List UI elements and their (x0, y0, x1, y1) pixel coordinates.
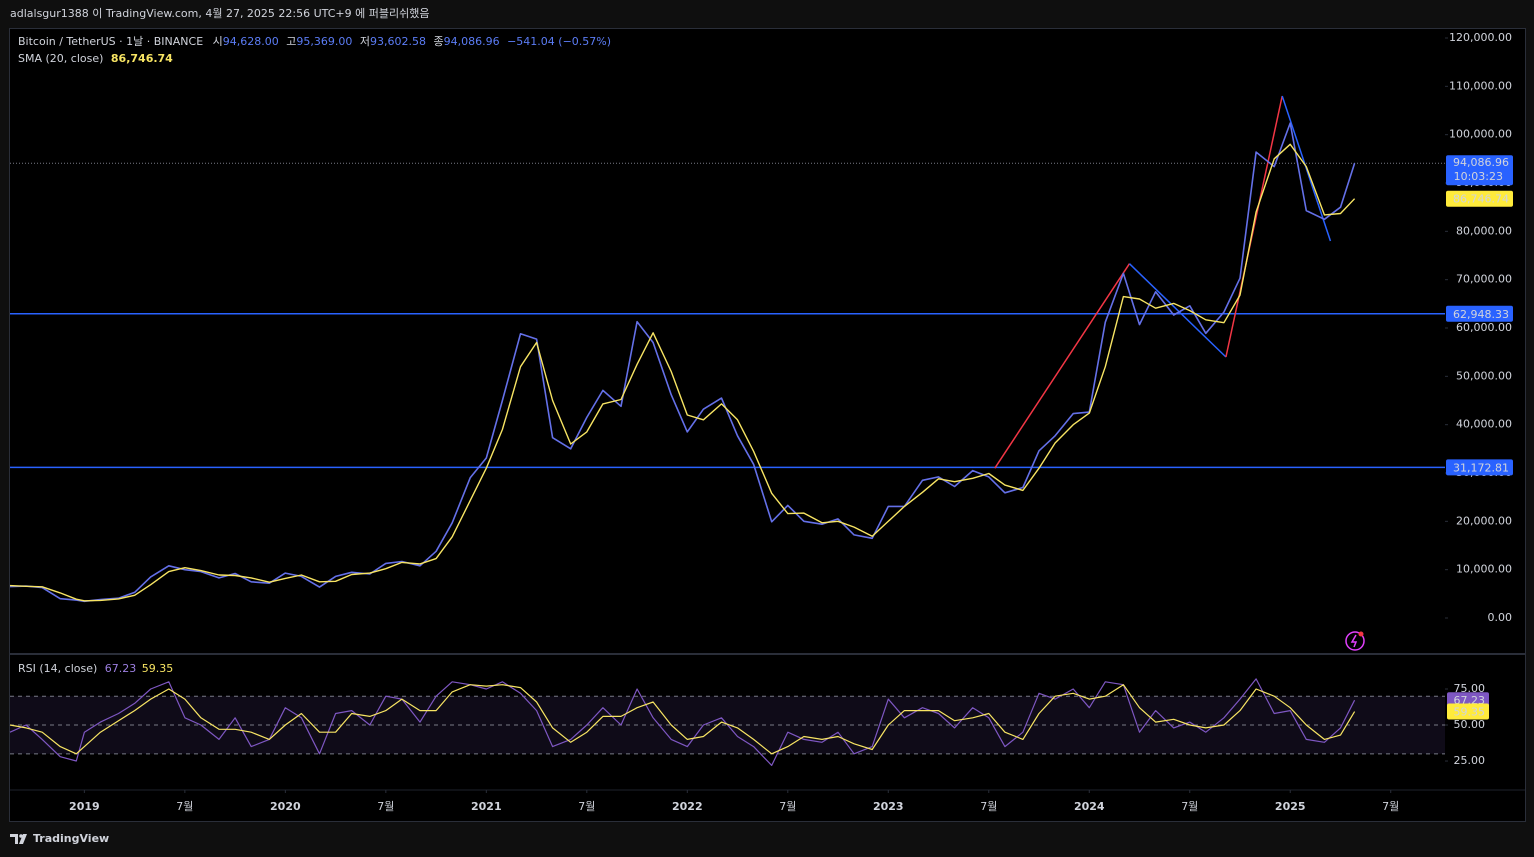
rsi-y-tick-label: 50.00 (1454, 718, 1486, 731)
last-price-label: 94,086.96 (1453, 156, 1509, 169)
ohlc-value: 94,086.96 (444, 35, 500, 48)
sma-label: 86,746.74 (1453, 193, 1509, 206)
x-tick-label: 7월 (1181, 800, 1198, 813)
x-tick-label: 2025 (1275, 800, 1306, 813)
price-change: −541.04 (−0.57%) (507, 35, 611, 48)
x-tick-label: 7월 (980, 800, 997, 813)
rsi-last-box (1447, 703, 1489, 720)
logo-mark (10, 834, 27, 844)
y-tick-label: 100,000.00 (1449, 128, 1512, 141)
tradingview-logo: TradingView (10, 832, 109, 845)
y-tick-label: 120,000.00 (1449, 31, 1512, 44)
trendline (994, 263, 1131, 469)
ohlc-value: 95,369.00 (296, 35, 352, 48)
rsi-last-label: 59.35 (1454, 706, 1486, 719)
alert-bolt (1350, 634, 1358, 648)
y-tick-label: 80,000.00 (1456, 224, 1512, 237)
rsi-y-tick-label: 25.00 (1454, 754, 1486, 767)
trendline (1128, 263, 1227, 358)
alert-circle[interactable] (1345, 631, 1365, 651)
x-tick-label: 7월 (377, 800, 394, 813)
x-tick-label: 2022 (672, 800, 703, 813)
y-tick-label: 20,000.00 (1456, 514, 1512, 527)
y-tick-label: 110,000.00 (1449, 79, 1512, 92)
y-tick-label: 40,000.00 (1456, 418, 1512, 431)
sma-value: 86,746.74 (111, 52, 173, 65)
last-price-box (1446, 155, 1513, 186)
level-label: 62,948.33 (1453, 308, 1509, 321)
x-tick-label: 2024 (1074, 800, 1105, 813)
ohlc-value: 94,628.00 (223, 35, 279, 48)
rsi-y-tick-label: 75.00 (1454, 682, 1486, 695)
symbol-legend: Bitcoin / TetherUS · 1날 · BINANCE 시94,62… (18, 35, 611, 48)
x-tick-label: 7월 (779, 800, 796, 813)
countdown-label: 10:03:23 (1454, 170, 1503, 183)
ohlc-value: 93,602.58 (370, 35, 426, 48)
x-tick-label: 7월 (1382, 800, 1399, 813)
ohlc-label: 시 (213, 35, 223, 48)
x-tick-label: 2019 (69, 800, 100, 813)
publish-header: adlalsgur1388 이 TradingView.com, 4월 27, … (10, 7, 429, 20)
ohlc-label: 고 (286, 35, 296, 48)
sma-box (1446, 190, 1513, 207)
x-tick-label: 7월 (176, 800, 193, 813)
series-line (9, 143, 1356, 602)
footer-brand: TradingView (33, 832, 109, 845)
y-tick-label: 50,000.00 (1456, 369, 1512, 382)
logo-dot (19, 834, 23, 838)
level-box (1446, 305, 1513, 322)
rsi-ma-value: 59.35 (142, 662, 174, 675)
series-line (9, 678, 1356, 766)
level-box (1446, 459, 1513, 476)
x-tick-label: 2020 (270, 800, 301, 813)
y-tick-label: 70,000.00 (1456, 273, 1512, 286)
alert-dot (1358, 631, 1364, 637)
level-label: 31,172.81 (1453, 461, 1509, 474)
x-tick-label: 2021 (471, 800, 502, 813)
ohlc-label: 저 (360, 35, 370, 48)
series-line (9, 684, 1356, 755)
alert-icon[interactable] (1345, 631, 1365, 651)
y-tick-label: 60,000.00 (1456, 321, 1512, 334)
rsi-value: 67.23 (105, 662, 137, 675)
rsi-legend: RSI (14, close) 67.23 59.35 (18, 662, 173, 675)
y-tick-label: 10,000.00 (1456, 563, 1512, 576)
sma-legend: SMA (20, close) 86,746.74 (18, 52, 173, 65)
rsi-name: RSI (14, close) (18, 662, 97, 675)
trendline (1225, 95, 1283, 358)
ohlc-label: 종 (433, 35, 443, 48)
y-tick-label: 0.00 (1488, 611, 1513, 624)
sma-name: SMA (20, close) (18, 52, 103, 65)
x-tick-label: 7월 (578, 800, 595, 813)
x-tick-label: 2023 (873, 800, 904, 813)
symbol-name: Bitcoin / TetherUS · 1날 · BINANCE (18, 35, 203, 48)
